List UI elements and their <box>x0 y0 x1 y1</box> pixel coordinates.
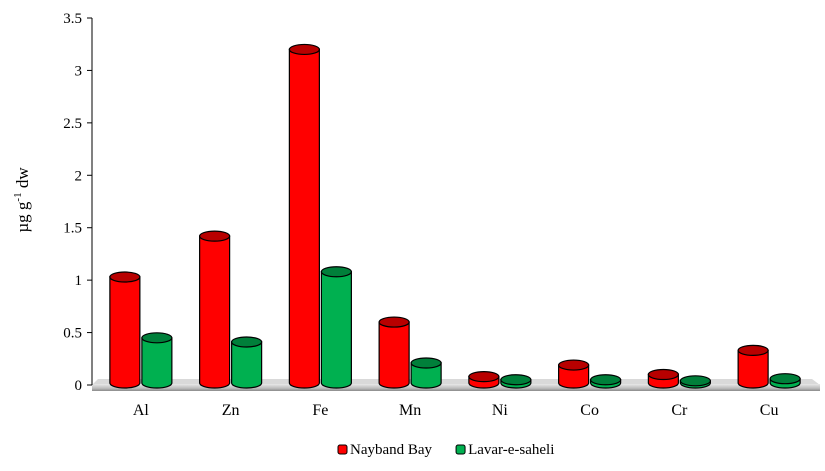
legend-label: Nayband Bay <box>350 442 433 458</box>
bar-top <box>468 371 500 383</box>
bar-fe-nayband <box>288 43 320 389</box>
x-tick-label: Ni <box>492 402 509 419</box>
bar-body <box>199 235 231 389</box>
bar-body <box>558 364 590 389</box>
bar-top <box>558 359 590 371</box>
bar-ni-lavar <box>500 374 532 389</box>
y-tick-label: 0.5 <box>63 326 82 342</box>
bar-cu-lavar <box>769 373 801 389</box>
bar-cr-lavar <box>679 375 711 389</box>
legend-item-lavar: Lavar-e-saheli <box>455 442 554 458</box>
y-tick-label: 0 <box>75 378 83 394</box>
bar-top <box>320 266 352 278</box>
bar-top <box>141 332 173 344</box>
x-tick-label: Fe <box>312 402 328 419</box>
floor-front <box>92 384 820 391</box>
bar-top <box>590 374 622 386</box>
bar-co-lavar <box>590 374 622 389</box>
bar-cu-nayband <box>737 344 769 389</box>
x-tick-label: Mn <box>399 402 421 419</box>
bar-al-lavar <box>141 332 173 389</box>
bar-top <box>288 43 320 56</box>
bar-top <box>737 344 769 356</box>
x-tick-label: Cr <box>671 402 688 419</box>
floor-back <box>92 379 820 385</box>
bar-co-nayband <box>558 359 590 389</box>
x-tick-label: Al <box>133 402 150 419</box>
bar-body <box>231 341 263 389</box>
legend-label: Lavar-e-saheli <box>468 442 554 458</box>
y-tick-label: 2.5 <box>63 116 82 132</box>
x-tick-label: Cu <box>760 402 779 419</box>
y-tick-label: 1 <box>75 273 83 289</box>
bar-body <box>109 276 141 389</box>
bar-top <box>378 316 410 328</box>
y-axis-title: µg g-1 dw <box>12 167 32 233</box>
bar-top <box>647 368 679 381</box>
x-tick-label: Zn <box>222 402 240 419</box>
bar-body <box>410 362 442 389</box>
bar-top <box>109 271 141 283</box>
bar-top <box>679 375 711 387</box>
bar-top <box>500 374 532 386</box>
legend-item-nayband: Nayband Bay <box>337 442 433 458</box>
bar-zn-nayband <box>199 230 231 389</box>
x-tick-label: Co <box>580 402 599 419</box>
bar-top <box>199 230 231 242</box>
bar-top <box>769 373 801 385</box>
bar-mn-nayband <box>378 316 410 389</box>
y-tick-label: 1.5 <box>63 221 82 237</box>
bar-top <box>410 357 442 369</box>
y-tick-label: 2 <box>75 168 83 184</box>
bar-body <box>288 48 320 389</box>
bar-cr-nayband <box>647 368 679 389</box>
bar-mn-lavar <box>410 357 442 389</box>
bar-ni-nayband <box>468 371 500 389</box>
bar-top <box>231 336 263 348</box>
bar-body <box>378 321 410 389</box>
bar-body <box>320 271 352 389</box>
y-tick-label: 3.5 <box>63 11 82 27</box>
bar-al-nayband <box>109 271 141 389</box>
bar-fe-lavar <box>320 266 352 389</box>
legend-swatch <box>337 444 348 455</box>
bar-body <box>737 349 769 389</box>
y-tick-label: 3 <box>75 63 83 79</box>
bar-body <box>141 337 173 389</box>
legend-swatch <box>455 444 466 455</box>
bar-zn-lavar <box>231 336 263 389</box>
